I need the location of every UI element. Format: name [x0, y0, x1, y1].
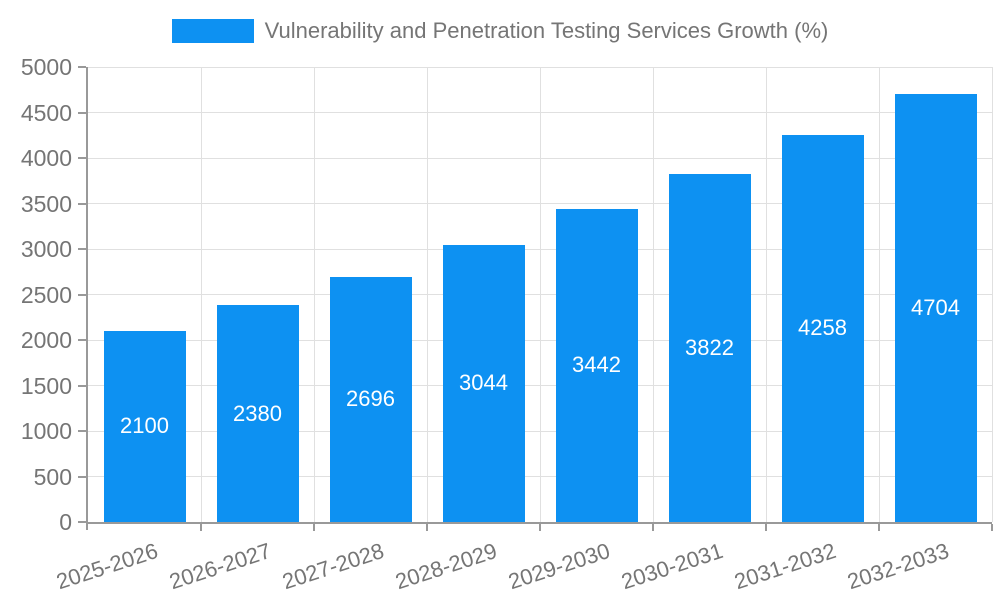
x-axis-tick — [765, 524, 767, 531]
bar-value-label: 2696 — [346, 386, 395, 412]
y-tick-label: 5000 — [20, 54, 72, 80]
x-tick-label: 2031-2032 — [731, 538, 840, 595]
plot-area: 0 500 1000 1500 2000 2500 3000 3500 4000 4500 5000… — [21, 55, 993, 594]
x-axis-tick — [313, 524, 315, 531]
y-axis-tick — [78, 339, 86, 341]
legend-item[interactable]: Vulnerability and Penetration Testing Se… — [171, 18, 829, 44]
bar — [894, 93, 977, 522]
x-axis-tick — [652, 524, 654, 531]
bar — [329, 276, 412, 522]
bar — [216, 305, 299, 522]
x-gridline — [765, 67, 767, 522]
x-gridline — [991, 67, 993, 522]
y-axis-tick — [78, 202, 86, 205]
y-axis-tick — [78, 521, 86, 523]
x-axis-tick — [426, 524, 428, 531]
bar-value-label: 4704 — [911, 294, 960, 320]
x-gridline — [539, 67, 541, 522]
x-axis-tick — [991, 524, 993, 531]
x-gridline — [878, 67, 880, 522]
bar-value-label: 4258 — [798, 315, 847, 341]
bar — [781, 134, 864, 522]
y-axis-tick — [78, 430, 86, 432]
x-axis-tick — [539, 524, 541, 531]
y-tick-label: 4000 — [20, 145, 72, 171]
y-tick-label: 3500 — [20, 190, 72, 217]
x-axis-tick — [878, 524, 880, 531]
y-axis-tick — [78, 157, 86, 159]
x-axis-tick — [200, 524, 202, 531]
y-axis-line — [86, 67, 88, 530]
x-tick-label: 2025-2026 — [53, 538, 162, 595]
bar-value-label: 3442 — [572, 352, 621, 378]
y-axis-tick — [78, 66, 86, 68]
y-axis-tick — [78, 293, 86, 296]
x-tick-label: 2029-2030 — [505, 538, 614, 595]
bar-value-label: 2100 — [120, 413, 169, 439]
legend-label: Vulnerability and Penetration Testing Se… — [264, 18, 829, 43]
y-tick-label: 4500 — [20, 99, 72, 126]
x-tick-label: 2026-2027 — [166, 538, 275, 595]
legend-swatch — [171, 19, 254, 43]
x-tick-label: 2030-2031 — [618, 538, 727, 595]
bar — [442, 244, 525, 522]
y-tick-label: 2000 — [20, 327, 72, 353]
bar-value-label: 3044 — [459, 370, 508, 396]
x-gridline — [313, 67, 315, 522]
x-gridline — [200, 67, 202, 522]
y-tick-label: 2500 — [20, 281, 72, 308]
y-axis-tick — [78, 384, 86, 387]
legend: Vulnerability and Penetration Testing Se… — [0, 18, 1000, 44]
bar — [555, 208, 638, 522]
y-tick-label: 0 — [59, 509, 72, 535]
x-tick-label: 2028-2029 — [392, 538, 501, 595]
y-tick-label: 500 — [33, 463, 72, 490]
y-axis-tick — [78, 248, 86, 250]
x-gridline — [426, 67, 428, 522]
bar-value-label: 2380 — [233, 400, 282, 426]
y-axis-tick — [78, 111, 86, 114]
bar-value-label: 3822 — [685, 335, 734, 361]
bar — [668, 174, 751, 522]
y-tick-label: 1000 — [20, 418, 72, 444]
x-tick-label: 2027-2028 — [279, 538, 388, 595]
y-tick-label: 1500 — [20, 372, 72, 399]
x-axis-line — [86, 522, 992, 524]
x-gridline — [652, 67, 654, 522]
y-axis-tick — [78, 475, 86, 478]
bar — [103, 330, 186, 522]
y-tick-label: 3000 — [20, 236, 72, 262]
x-tick-label: 2032-2033 — [844, 538, 953, 595]
